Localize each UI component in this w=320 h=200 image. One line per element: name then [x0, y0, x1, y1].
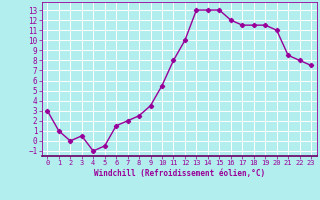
X-axis label: Windchill (Refroidissement éolien,°C): Windchill (Refroidissement éolien,°C) [94, 169, 265, 178]
